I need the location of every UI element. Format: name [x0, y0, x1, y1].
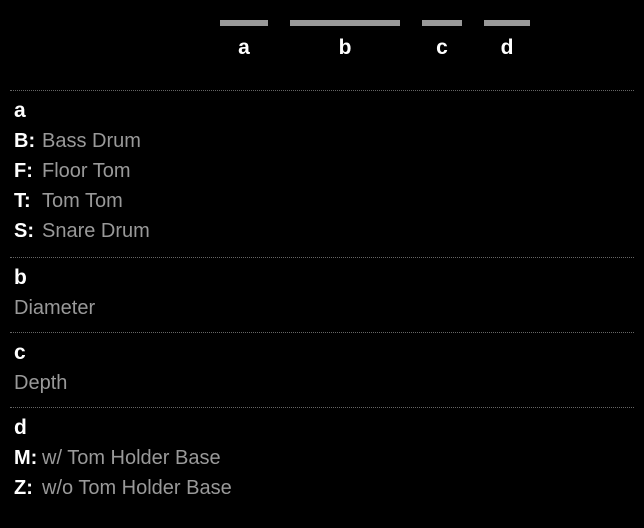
def-val: Floor Tom: [42, 157, 131, 185]
def-key: F:: [14, 157, 42, 185]
def-row-B: B: Bass Drum: [14, 127, 634, 155]
segment-label-d: d: [501, 36, 514, 60]
section-a: a B: Bass Drum F: Floor Tom T: Tom Tom S…: [10, 90, 634, 257]
segment-header: a b c d: [10, 20, 634, 60]
def-val: Snare Drum: [42, 217, 150, 245]
def-row-M: M: w/ Tom Holder Base: [14, 444, 634, 472]
segment-d: d: [484, 20, 530, 60]
def-key: B:: [14, 127, 42, 155]
def-val: Bass Drum: [42, 127, 141, 155]
def-key: T:: [14, 187, 42, 215]
segment-b: b: [290, 20, 400, 60]
def-val: w/o Tom Holder Base: [42, 474, 232, 502]
segment-label-a: a: [238, 36, 250, 60]
section-c: c Depth: [10, 332, 634, 407]
segment-bar-d: [484, 20, 530, 26]
section-a-title: a: [14, 99, 634, 123]
section-c-value: Depth: [14, 369, 634, 397]
def-key: Z:: [14, 474, 42, 502]
section-d: d M: w/ Tom Holder Base Z: w/o Tom Holde…: [10, 407, 634, 514]
def-row-T: T: Tom Tom: [14, 187, 634, 215]
segment-label-c: c: [436, 36, 448, 60]
section-b: b Diameter: [10, 257, 634, 332]
def-val: w/ Tom Holder Base: [42, 444, 221, 472]
def-row-Z: Z: w/o Tom Holder Base: [14, 474, 634, 502]
segment-label-b: b: [339, 36, 352, 60]
segment-a: a: [220, 20, 268, 60]
segment-bar-a: [220, 20, 268, 26]
section-c-title: c: [14, 341, 634, 365]
segment-bar-c: [422, 20, 462, 26]
section-d-title: d: [14, 416, 634, 440]
def-row-F: F: Floor Tom: [14, 157, 634, 185]
def-row-S: S: Snare Drum: [14, 217, 634, 245]
section-b-value: Diameter: [14, 294, 634, 322]
def-key: S:: [14, 217, 42, 245]
def-val: Tom Tom: [42, 187, 123, 215]
section-b-title: b: [14, 266, 634, 290]
segment-bar-b: [290, 20, 400, 26]
def-key: M:: [14, 444, 42, 472]
segment-c: c: [422, 20, 462, 60]
